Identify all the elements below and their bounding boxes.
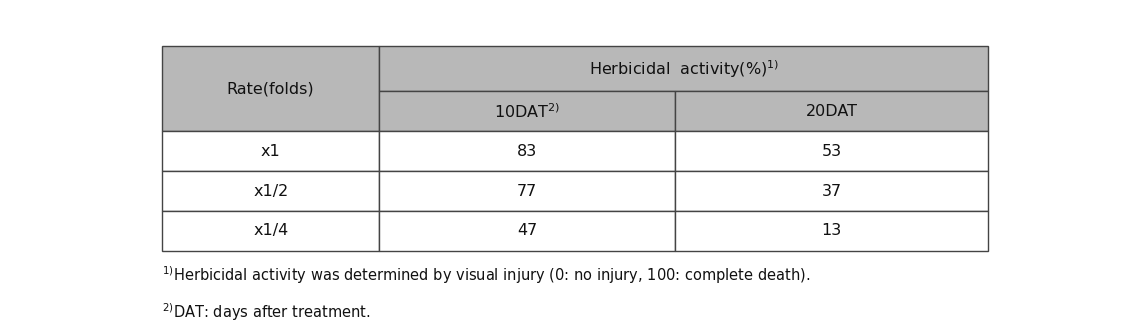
Text: Rate(folds): Rate(folds)	[227, 81, 314, 96]
Text: x1/2: x1/2	[254, 184, 288, 199]
Polygon shape	[675, 211, 988, 251]
Text: 53: 53	[821, 144, 842, 159]
Text: $^{2)}$DAT: days after treatment.: $^{2)}$DAT: days after treatment.	[162, 301, 370, 322]
Polygon shape	[162, 46, 379, 131]
Polygon shape	[675, 91, 988, 131]
Polygon shape	[379, 46, 988, 91]
Polygon shape	[379, 211, 675, 251]
Polygon shape	[162, 211, 379, 251]
Text: 20DAT: 20DAT	[806, 104, 857, 119]
Text: 37: 37	[821, 184, 842, 199]
Polygon shape	[675, 131, 988, 171]
Text: x1: x1	[260, 144, 280, 159]
Text: Herbicidal  activity(%)$^{1)}$: Herbicidal activity(%)$^{1)}$	[589, 58, 779, 80]
Polygon shape	[379, 171, 675, 211]
Polygon shape	[379, 131, 675, 171]
Text: x1/4: x1/4	[254, 224, 288, 238]
Text: 47: 47	[517, 224, 537, 238]
Text: $^{1)}$Herbicidal activity was determined by visual injury (0: no injury, 100: c: $^{1)}$Herbicidal activity was determine…	[162, 265, 810, 286]
Text: 10DAT$^{2)}$: 10DAT$^{2)}$	[494, 102, 560, 121]
Polygon shape	[162, 131, 379, 171]
Polygon shape	[675, 171, 988, 211]
Text: 77: 77	[517, 184, 537, 199]
Polygon shape	[379, 91, 675, 131]
Polygon shape	[162, 171, 379, 211]
Text: 83: 83	[517, 144, 537, 159]
Text: 13: 13	[821, 224, 842, 238]
